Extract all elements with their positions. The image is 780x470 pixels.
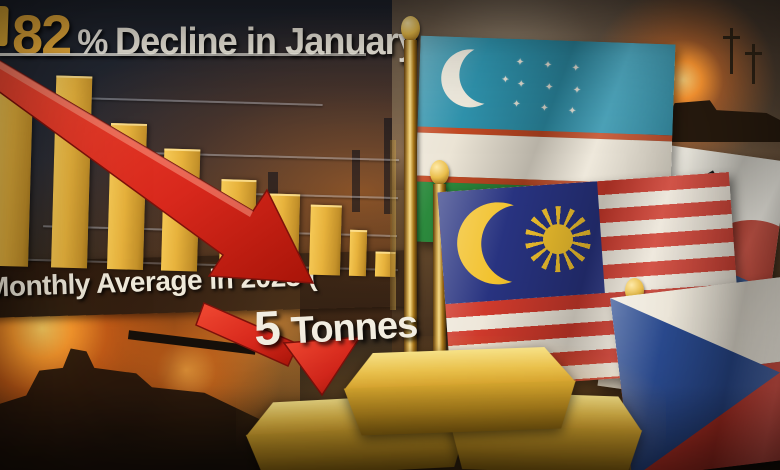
- chart-bar: [266, 193, 301, 275]
- utility-pole-crossarm: [745, 52, 762, 55]
- callout-value: 5: [252, 301, 283, 357]
- headline: 82 % Decline in January: [12, 2, 433, 67]
- city-silhouette: [352, 150, 360, 212]
- gold-ingot: [343, 346, 578, 436]
- chart-bar: [160, 148, 201, 272]
- flagpole-finial: [401, 16, 420, 41]
- headline-stat: 82: [12, 3, 72, 66]
- callout-unit: Tonnes: [289, 303, 419, 353]
- headline-underline: [0, 53, 366, 56]
- headline-title: Decline in January: [115, 21, 418, 63]
- headline-decoration: [0, 5, 9, 47]
- flagpole: [404, 40, 417, 366]
- chart-gridline: [74, 97, 323, 106]
- utility-pole: [752, 44, 755, 84]
- callout-tonnes: 5 Tonnes: [253, 294, 419, 357]
- chart-bar: [0, 90, 33, 267]
- chart-bar: [218, 179, 257, 274]
- chart-bar: [348, 229, 368, 277]
- chart-bar: [106, 123, 148, 270]
- utility-pole: [730, 28, 733, 74]
- flagpole-finial: [430, 160, 449, 185]
- chart-bar: [50, 75, 93, 269]
- headline-percent: %: [77, 23, 109, 62]
- frame-trim: [390, 140, 396, 310]
- utility-pole-crossarm: [723, 36, 740, 39]
- chart-bar: [308, 204, 342, 276]
